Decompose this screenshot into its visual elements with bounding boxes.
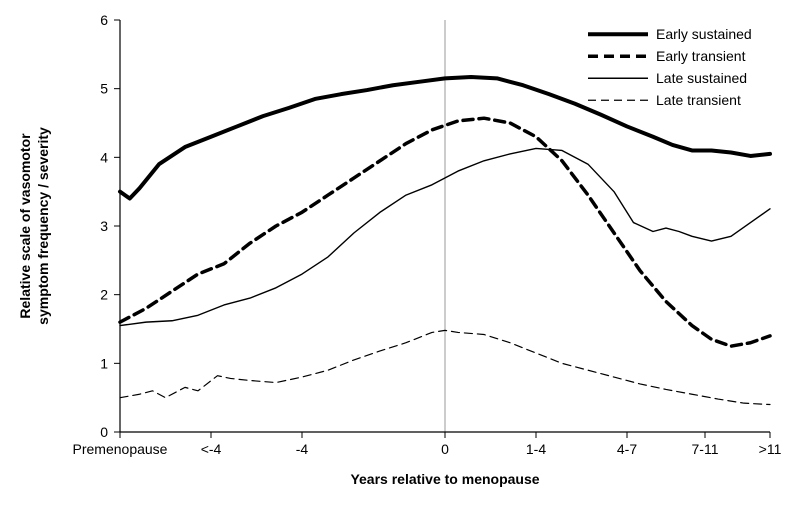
legend-label-early_transient: Early transient [656,48,746,64]
x-tick-label: Premenopause [73,441,168,457]
x-tick-label: -4 [296,441,309,457]
x-tick-label: 4-7 [617,441,637,457]
x-tick-label: 7-11 [692,441,719,457]
legend-label-late_transient: Late transient [656,92,741,108]
y-tick-label: 6 [100,12,108,28]
y-tick-label: 1 [100,355,108,371]
legend-label-early_sustained: Early sustained [656,26,752,42]
y-tick-label: 5 [100,81,108,97]
legend-label-late_sustained: Late sustained [656,70,747,86]
x-tick-label: <-4 [201,441,222,457]
x-axis-label: Years relative to menopause [350,471,539,487]
y-axis-label-line2: symptom frequency / severity [35,127,51,325]
chart-svg: 0 1 2 3 4 5 6 Premenopause <-4 -4 0 1-4 4-7 7-11 >11 Ye… [0,0,800,512]
x-tick-label: 1-4 [526,441,546,457]
line-chart: 0 1 2 3 4 5 6 Premenopause <-4 -4 0 1-4 4-7 7-11 >11 Ye… [0,0,800,512]
x-tick-label: 0 [441,441,449,457]
x-tick-label: >11 [759,441,782,457]
y-tick-label: 2 [100,287,108,303]
y-tick-label: 4 [100,149,108,165]
y-tick-label: 0 [100,424,108,440]
y-axis-label-line1: Relative scale of vasomotor [17,133,33,319]
y-tick-label: 3 [100,218,108,234]
